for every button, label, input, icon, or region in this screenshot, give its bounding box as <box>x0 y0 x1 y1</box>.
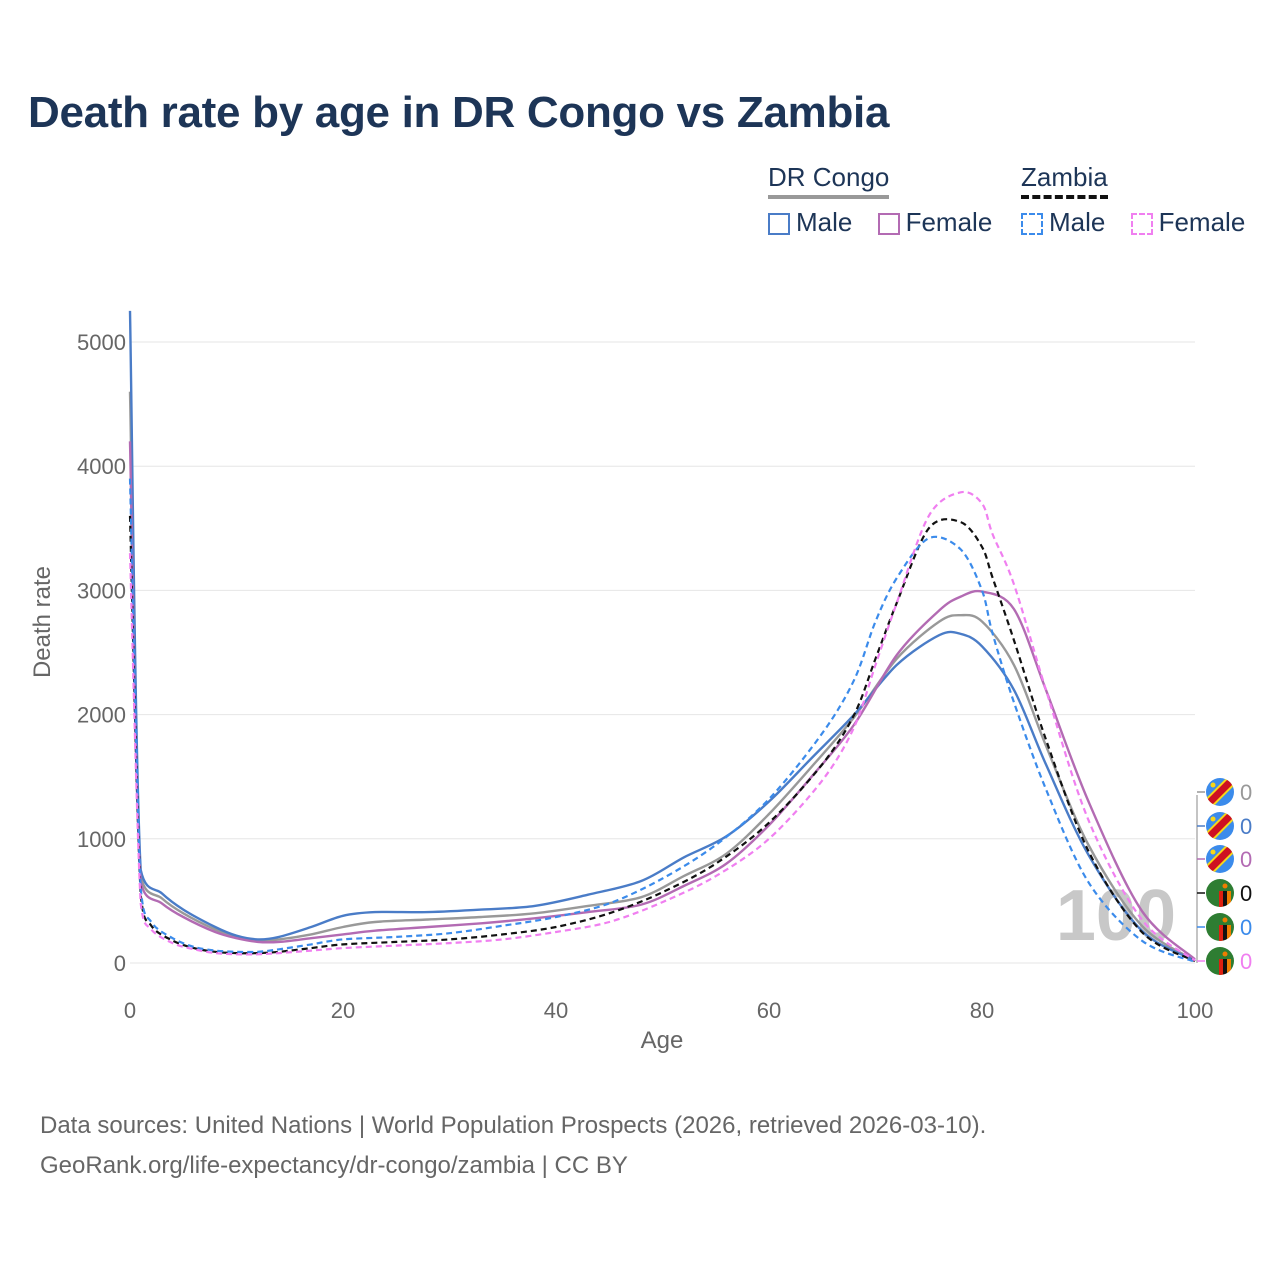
dr-congo-flag <box>1206 812 1234 840</box>
dr-congo-flag <box>1206 778 1234 806</box>
legend-label: Male <box>796 206 853 237</box>
dr-congo-male-swatch <box>768 212 790 235</box>
y-tick-label: 3000 <box>77 578 126 603</box>
legend-group-zambia: Zambia Male Female <box>1021 162 1245 238</box>
zambia-flag <box>1206 913 1234 941</box>
end-value: 0 <box>1240 814 1252 839</box>
end-marker-zambia[interactable]: 0 <box>1197 879 1252 907</box>
end-marker-zambia[interactable]: 0 <box>1197 913 1252 941</box>
source-link[interactable]: GeoRank.org/life-expectancy/dr-congo/zam… <box>40 1152 628 1179</box>
x-tick-label: 40 <box>544 998 568 1023</box>
legend-item-dr-congo-male[interactable]: Male <box>768 207 852 238</box>
x-tick-label: 100 <box>1177 998 1214 1023</box>
dr-congo-flag <box>1206 845 1234 873</box>
end-markers: 0 0 0 0 0 0 <box>1196 776 1252 975</box>
legend-label: Male <box>1049 206 1106 237</box>
y-tick-label: 5000 <box>77 330 126 355</box>
zambia-flag <box>1206 947 1234 975</box>
zambia-male-swatch <box>1021 212 1043 235</box>
zambia-flag <box>1206 879 1234 907</box>
zambia-female-swatch <box>1130 212 1153 235</box>
series-line-zambia-male[interactable] <box>128 478 1196 963</box>
legend-item-dr-congo-female[interactable]: Female <box>877 206 993 238</box>
y-axis-ticks: 0 1000 2000 3000 4000 5000 <box>77 330 126 976</box>
end-marker-dr-congo[interactable]: 0 <box>1197 810 1252 842</box>
legend-label: Female <box>905 206 993 237</box>
x-axis-label: Age <box>641 1027 684 1054</box>
footer: Data sources: United Nations | World Pop… <box>40 1106 986 1186</box>
legend-item-zambia-male[interactable]: Male <box>1021 207 1105 238</box>
x-tick-label: 80 <box>970 998 994 1023</box>
gridlines <box>130 341 1195 964</box>
death-rate-chart: 0 1000 2000 3000 4000 5000 0 20 40 60 80 100 Age D… <box>29 310 1252 1054</box>
x-tick-label: 20 <box>331 998 355 1023</box>
end-marker-dr-congo[interactable]: 0 <box>1197 776 1252 808</box>
y-tick-label: 0 <box>114 951 126 976</box>
series-line-dr-congo-female[interactable] <box>128 441 1196 961</box>
series-line-dr-congo-male[interactable] <box>128 310 1196 962</box>
legend-label: Female <box>1158 206 1246 237</box>
legend-zambia-heading[interactable]: Zambia <box>1021 162 1108 199</box>
y-axis-label: Death rate <box>29 566 56 678</box>
end-marker-zambia[interactable]: 0 <box>1197 947 1252 975</box>
end-marker-dr-congo[interactable]: 0 <box>1197 843 1252 875</box>
x-axis-ticks: 0 20 40 60 80 100 <box>124 998 1213 1023</box>
y-tick-label: 4000 <box>77 454 126 479</box>
legend-group-dr-congo: DR Congo Male Female <box>768 162 1010 238</box>
end-value: 0 <box>1240 915 1252 940</box>
series-lines <box>128 310 1196 963</box>
dr-congo-female-swatch <box>877 212 900 235</box>
legend-dr-congo-heading[interactable]: DR Congo <box>768 162 890 199</box>
series-line-dr-congo-total[interactable] <box>128 391 1196 962</box>
x-tick-label: 0 <box>124 998 136 1023</box>
legend-item-zambia-female[interactable]: Female <box>1130 206 1246 238</box>
y-tick-label: 2000 <box>77 703 126 728</box>
end-value: 0 <box>1240 881 1252 906</box>
data-sources: Data sources: United Nations | World Pop… <box>40 1112 987 1139</box>
end-value: 0 <box>1240 949 1252 974</box>
series-line-zambia-female[interactable] <box>128 490 1196 962</box>
end-value: 0 <box>1240 780 1252 805</box>
series-line-zambia-total[interactable] <box>128 515 1196 963</box>
end-value: 0 <box>1240 847 1252 872</box>
chart-title: Death rate by age in DR Congo vs Zambia <box>28 88 890 137</box>
x-tick-label: 60 <box>757 998 781 1023</box>
y-tick-label: 1000 <box>77 827 126 852</box>
